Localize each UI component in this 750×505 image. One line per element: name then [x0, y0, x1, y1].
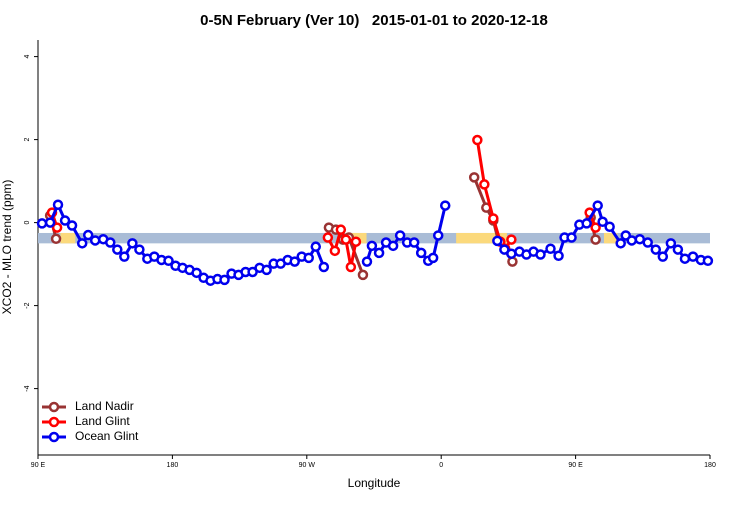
data-point — [219, 274, 230, 286]
data-point — [408, 237, 420, 248]
data-point — [468, 172, 480, 183]
data-point — [59, 215, 71, 226]
y-tick-label: -2 — [24, 302, 31, 308]
data-point — [318, 261, 330, 273]
data-point — [488, 213, 499, 224]
data-point — [36, 218, 48, 229]
band-highlight — [60, 232, 76, 244]
data-point — [350, 236, 362, 247]
data-point — [506, 234, 517, 245]
data-point — [310, 241, 322, 252]
data-point — [535, 249, 546, 260]
data-point — [134, 244, 145, 255]
data-point — [604, 221, 615, 232]
y-tick-label: 4 — [24, 55, 31, 59]
data-point — [51, 222, 63, 233]
x-tick-label: 90 E — [31, 462, 46, 469]
data-point — [702, 255, 714, 267]
data-point — [626, 235, 637, 246]
data-point — [76, 238, 88, 249]
legend-marker — [48, 401, 60, 413]
legend-label: Land Nadir — [75, 399, 134, 413]
data-point — [553, 250, 564, 262]
data-point — [303, 252, 314, 264]
data-point — [345, 261, 357, 273]
data-point — [50, 233, 62, 245]
data-point — [394, 230, 406, 241]
data-point — [597, 216, 608, 228]
y-tick-label: 2 — [24, 138, 31, 142]
data-point — [679, 253, 691, 264]
data-point — [127, 238, 138, 249]
data-point — [427, 252, 439, 264]
data-point — [566, 232, 577, 243]
data-point — [82, 229, 94, 241]
band — [38, 232, 710, 244]
data-point — [415, 247, 427, 259]
data-point — [615, 238, 626, 249]
data-point — [89, 235, 101, 246]
data-point — [335, 224, 347, 235]
y-tick-label: -4 — [24, 385, 31, 391]
data-point — [506, 248, 517, 259]
data-point — [340, 234, 352, 245]
x-tick-label: 180 — [704, 462, 716, 469]
data-point — [657, 251, 669, 262]
data-point — [163, 255, 174, 267]
data-point — [665, 238, 677, 249]
data-point — [366, 240, 378, 252]
data-point — [322, 232, 334, 243]
data-point — [672, 244, 684, 255]
data-point — [119, 251, 130, 262]
data-point — [581, 218, 592, 229]
data-point — [357, 269, 369, 281]
data-point — [432, 230, 444, 241]
data-point — [66, 220, 78, 231]
band-highlight — [603, 232, 618, 244]
x-axis-label: Longitude — [348, 476, 401, 490]
data-point — [105, 237, 116, 248]
y-tick-label: 0 — [24, 221, 31, 225]
data-point — [472, 134, 483, 146]
data-point — [545, 243, 556, 254]
data-point — [590, 222, 601, 233]
legend-marker — [48, 416, 60, 428]
data-point — [361, 256, 373, 267]
legend-label: Ocean Glint — [75, 429, 139, 443]
x-tick-label: 180 — [167, 462, 179, 469]
legend-marker — [48, 431, 60, 443]
data-point — [112, 244, 123, 255]
band-highlight — [456, 232, 507, 244]
data-point — [44, 217, 56, 228]
data-point — [492, 235, 503, 247]
x-tick-label: 0 — [439, 462, 443, 469]
data-point — [439, 200, 451, 211]
data-point — [289, 256, 300, 267]
x-tick-label: 90 E — [568, 462, 583, 469]
data-point — [590, 234, 601, 245]
data-point — [479, 179, 490, 190]
legend-label: Land Glint — [75, 414, 130, 428]
data-point — [373, 247, 385, 259]
data-point — [52, 199, 64, 211]
data-point — [642, 237, 653, 248]
data-point — [592, 200, 603, 211]
data-point — [650, 244, 662, 255]
data-point — [261, 264, 272, 276]
chart-title: 0-5N February (Ver 10) 2015-01-01 to 202… — [200, 12, 548, 29]
y-axis-label: XCO2 - MLO trend (ppm) — [0, 180, 14, 315]
data-point — [387, 240, 399, 252]
data-point — [191, 267, 202, 279]
x-tick-label: 90 W — [299, 462, 316, 469]
data-point — [329, 245, 341, 257]
